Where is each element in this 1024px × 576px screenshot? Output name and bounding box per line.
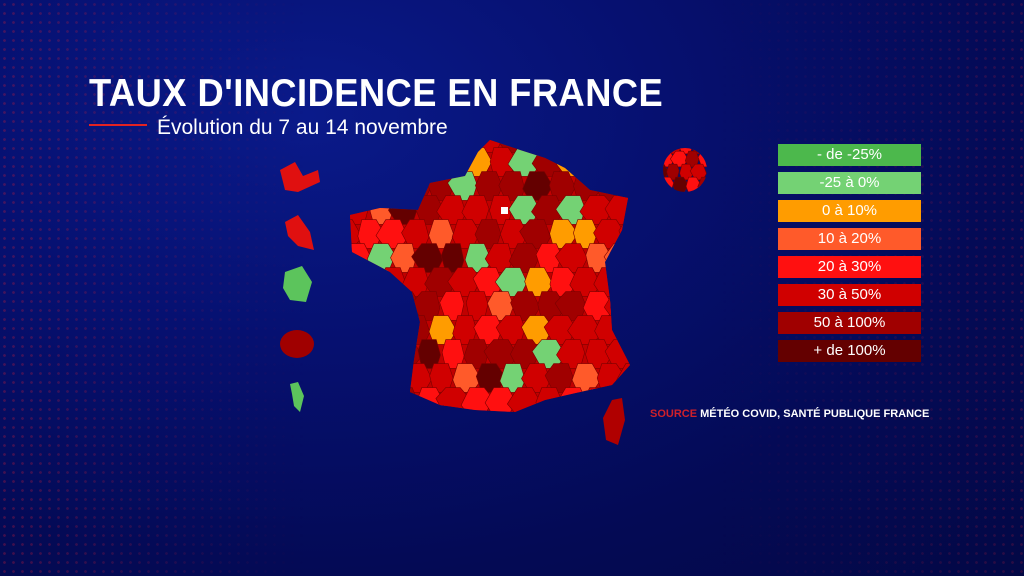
legend-item: + de 100% [778, 340, 921, 362]
department [350, 339, 374, 369]
mayotte [290, 382, 304, 412]
department [365, 387, 394, 412]
department [368, 147, 395, 177]
legend-item: 30 à 50% [778, 284, 921, 306]
legend-item: 10 à 20% [778, 228, 921, 250]
department [357, 267, 383, 297]
guyane [283, 266, 312, 302]
department [350, 315, 359, 345]
subtitle: Évolution du 7 au 14 novembre [157, 116, 448, 139]
department [376, 267, 406, 297]
department [375, 171, 408, 201]
page-title: TAUX D'INCIDENCE EN FRANCE [89, 72, 664, 115]
department [616, 315, 630, 345]
department [618, 267, 630, 297]
legend-item: 0 à 10% [778, 200, 921, 222]
source-text: MÉTÉO COVID, SANTÉ PUBLIQUE FRANCE [700, 408, 930, 420]
department [350, 147, 372, 177]
department [578, 147, 615, 177]
legend: - de -25% -25 à 0% 0 à 10% 10 à 20% 20 à… [778, 144, 921, 368]
source-credit: SOURCE MÉTÉO COVID, SANTÉ PUBLIQUE FRANC… [650, 408, 929, 420]
department [663, 176, 675, 192]
department [549, 140, 574, 153]
department [663, 148, 669, 155]
department [393, 147, 423, 177]
department [350, 315, 383, 345]
department [449, 140, 478, 153]
martinique [285, 215, 314, 250]
department [350, 291, 372, 321]
department [423, 140, 459, 153]
department [617, 171, 630, 201]
corsica [603, 398, 625, 445]
department [365, 339, 397, 369]
department [376, 140, 409, 153]
department [591, 140, 624, 153]
department [521, 140, 549, 153]
department [437, 147, 470, 177]
legend-item: 20 à 30% [778, 256, 921, 278]
department [572, 140, 598, 153]
department [350, 140, 357, 153]
paris [501, 207, 508, 214]
department [354, 140, 387, 153]
legend-item: -25 à 0% [778, 172, 921, 194]
department [351, 171, 385, 201]
department [621, 140, 630, 153]
department [400, 140, 430, 153]
legend-item: - de -25% [778, 144, 921, 166]
source-label: SOURCE [650, 408, 698, 420]
title-accent-line [89, 124, 147, 126]
guadeloupe [280, 162, 320, 192]
department [414, 147, 443, 177]
department [380, 315, 407, 345]
department [350, 387, 375, 412]
department [375, 363, 405, 393]
department [618, 219, 630, 249]
department [350, 171, 359, 201]
department [350, 267, 363, 297]
department [350, 363, 357, 393]
legend-item: 50 à 100% [778, 312, 921, 334]
department [369, 291, 394, 321]
reunion [280, 330, 314, 358]
department [606, 147, 630, 177]
department [353, 363, 385, 393]
